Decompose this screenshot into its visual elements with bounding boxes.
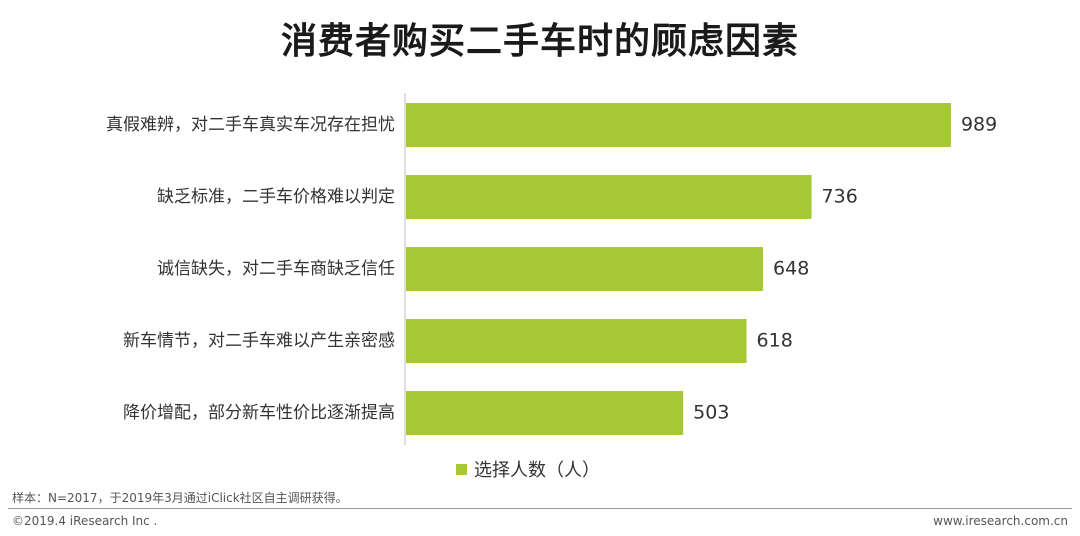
category-label: 诚信缺失，对二手车商缺乏信任 (157, 259, 395, 279)
bar-chart: 真假难辨，对二手车真实车况存在担忧 989 缺乏标准，二手车价格难以判定 736 诚信缺… (106, 93, 997, 445)
legend: 选择人数（人） (456, 456, 600, 482)
value-label: 989 (961, 114, 997, 136)
bar (406, 247, 764, 291)
value-label: 736 (822, 186, 858, 208)
chart-title: 消费者购买二手车时的顾虑因素 (280, 21, 799, 62)
bar (406, 319, 747, 363)
category-label: 降价增配，部分新车性价比逐渐提高 (123, 403, 395, 423)
bar (406, 103, 951, 147)
footer-divider (8, 508, 1072, 509)
website-link[interactable]: www.iresearch.com.cn (933, 514, 1068, 528)
category-label: 真假难辨，对二手车真实车况存在担忧 (106, 115, 395, 135)
legend-swatch (456, 463, 467, 475)
bars-group: 真假难辨，对二手车真实车况存在担忧 989 缺乏标准，二手车价格难以判定 736 诚信缺… (106, 103, 997, 435)
copyright-text: ©2019.4 iResearch Inc . (12, 514, 158, 528)
value-label: 618 (757, 330, 793, 352)
value-label: 648 (773, 258, 809, 280)
category-label: 新车情节，对二手车难以产生亲密感 (123, 331, 395, 351)
bar (406, 175, 812, 219)
category-label: 缺乏标准，二手车价格难以判定 (157, 187, 395, 207)
legend-label: 选择人数（人） (474, 460, 600, 481)
value-label: 503 (693, 402, 729, 424)
sample-note: 样本：N=2017，于2019年3月通过iClick社区自主调研获得。 (12, 491, 348, 505)
bar (406, 391, 684, 435)
